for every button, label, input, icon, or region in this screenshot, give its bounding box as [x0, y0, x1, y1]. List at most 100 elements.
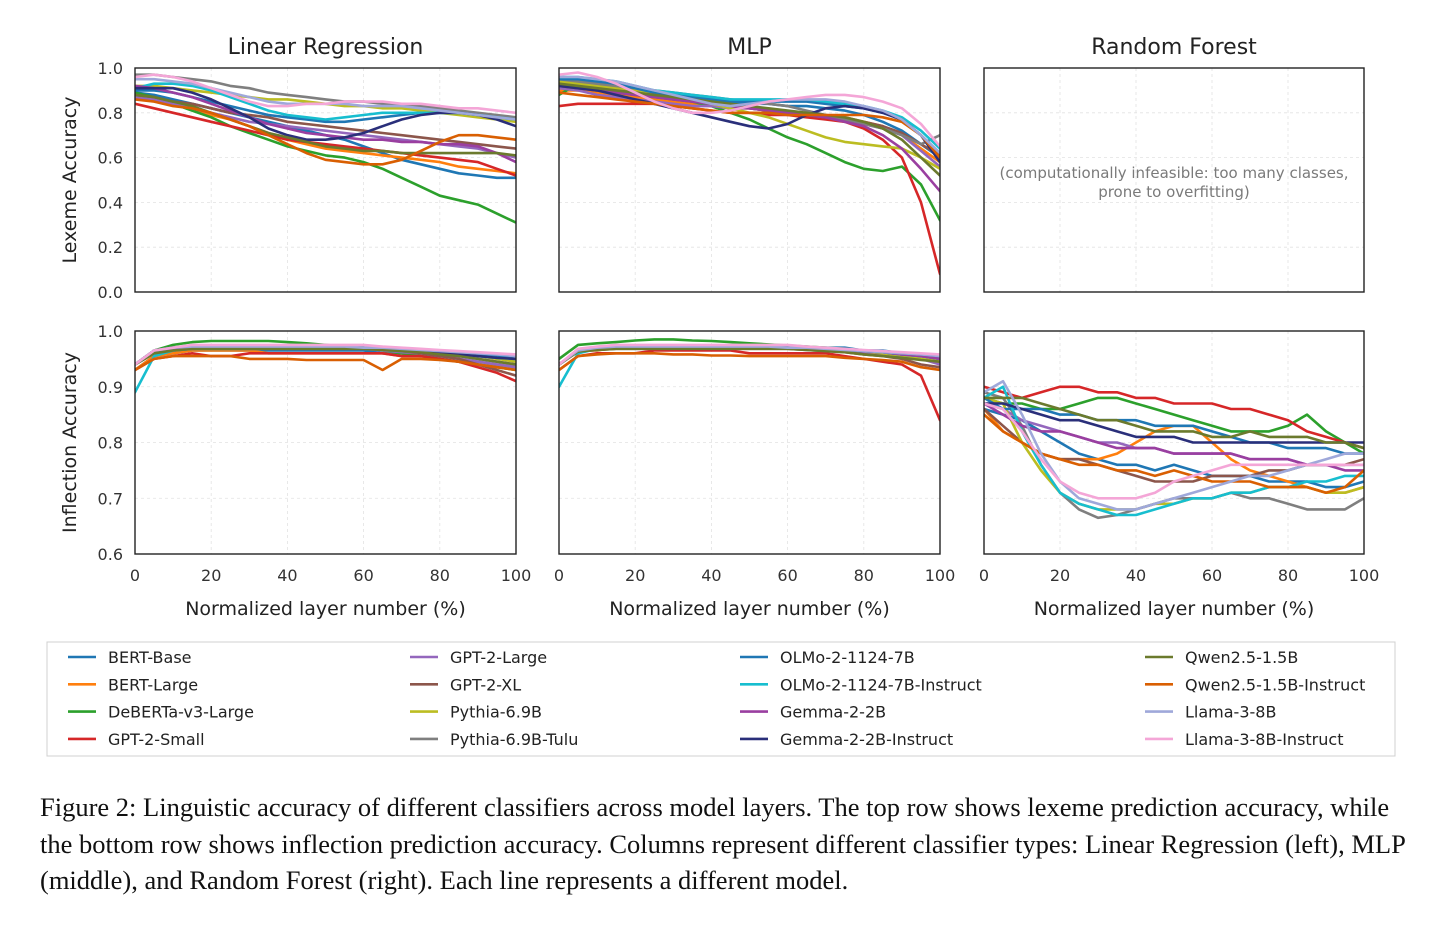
x-tick-label: 20 — [625, 566, 645, 585]
legend-item: GPT-2-Large — [410, 648, 547, 667]
panel-frame — [134, 330, 517, 555]
x-tick-label: 20 — [201, 566, 221, 585]
legend-label: Llama-3-8B — [1185, 703, 1276, 722]
legend-item: Llama-3-8B — [1145, 703, 1276, 722]
series-group — [559, 71, 940, 276]
series-line-qwen2-5-1-5b-instruct — [135, 354, 516, 372]
legend-item: Qwen2.5-1.5B — [1145, 648, 1298, 667]
series-line-gpt-2-small — [135, 102, 516, 177]
legend-label: OLMo-2-1124-7B — [780, 648, 915, 667]
legend-label: Llama-3-8B-Instruct — [1185, 730, 1343, 749]
y-tick-label: 1.0 — [98, 59, 123, 78]
legend-label: GPT-2-XL — [450, 675, 521, 694]
x-axis-label: Normalized layer number (%) — [185, 598, 466, 620]
x-tick-label: 0 — [130, 566, 140, 585]
legend-item: OLMo-2-1124-7B — [740, 648, 915, 667]
legend-item: OLMo-2-1124-7B-Instruct — [740, 675, 982, 694]
x-tick-label: 60 — [1202, 566, 1222, 585]
x-tick-label: 0 — [979, 566, 989, 585]
y-tick-label: 0.7 — [98, 489, 123, 508]
series-line-gpt-2-xl — [135, 93, 516, 150]
x-tick-label: 60 — [353, 566, 373, 585]
series-line-qwen2-5-1-5b-instruct — [559, 351, 940, 372]
series-line-qwen2-5-1-5b-instruct — [559, 91, 940, 159]
panel-frame — [558, 67, 941, 293]
panel-2-1: 0.6 0.7 0.8 0.9 1.0 Inflection Accuracy 0 20 40 6… — [59, 322, 531, 620]
legend-item: BERT-Base — [68, 648, 192, 667]
legend-label: GPT-2-Large — [450, 648, 547, 667]
series-line-qwen2-5-1-5b-instruct — [135, 98, 516, 166]
series-line-deberta-v3-large — [984, 396, 1364, 455]
x-tick-label: 80 — [1278, 566, 1298, 585]
figure: 0.0 0.2 0.4 0.6 0.8 1.0 Lexeme Accuracy Linear … — [46, 35, 1396, 757]
series-line-llama-3-8b-instruct — [984, 402, 1364, 500]
y-axis-label: Lexeme Accuracy — [59, 97, 81, 264]
legend-item: Pythia-6.9B-Tulu — [410, 730, 578, 749]
legend-item: BERT-Large — [68, 675, 198, 694]
y-tick-label: 0.8 — [98, 434, 123, 453]
legend-item: Pythia-6.9B — [410, 703, 542, 722]
legend-label: Gemma-2-2B — [780, 703, 886, 722]
figure-caption: Figure 2: Linguistic accuracy of differe… — [40, 792, 1405, 895]
legend-label: Qwen2.5-1.5B — [1185, 648, 1298, 667]
legend-label: BERT-Large — [108, 675, 198, 694]
series-line-gemma-2-2b-instruct — [984, 402, 1364, 444]
chart-panels: 0.0 0.2 0.4 0.6 0.8 1.0 Lexeme Accuracy Linear … — [59, 35, 1379, 620]
series-line-llama-3-8b-instruct — [135, 343, 516, 366]
series-line-olmo-2-1124-7b-instruct — [984, 385, 1364, 517]
panel-frame — [134, 67, 517, 293]
series-line-llama-3-8b-instruct — [135, 73, 516, 115]
panel-frame — [983, 67, 1365, 293]
series-line-llama-3-8b-instruct — [559, 71, 940, 148]
series-line-llama-3-8b — [559, 75, 940, 155]
legend-frame — [46, 641, 1396, 757]
series-group — [559, 338, 940, 422]
x-tick-label: 40 — [1126, 566, 1146, 585]
panel-2-3: 0 20 40 60 80 100 Normalized layer number (%) — [979, 330, 1379, 620]
series-line-olmo-2-1124-7b — [984, 396, 1364, 455]
legend-item: Qwen2.5-1.5B-Instruct — [1145, 675, 1365, 694]
y-tick-label: 0.6 — [98, 149, 123, 168]
x-tick-label: 60 — [777, 566, 797, 585]
x-tick-label: 40 — [277, 566, 297, 585]
y-axis-label: Inflection Accuracy — [59, 352, 81, 533]
x-axis-label: Normalized layer number (%) — [1034, 598, 1315, 620]
series-line-gemma-2-2b — [984, 402, 1364, 472]
series-line-bert-base — [984, 407, 1364, 489]
y-tick-label: 0.6 — [98, 545, 123, 564]
series-line-qwen2-5-1-5b — [559, 347, 940, 366]
panel-1-1: 0.0 0.2 0.4 0.6 0.8 1.0 Lexeme Accuracy Linear … — [59, 35, 517, 302]
series-line-pythia-6-9b-tulu — [135, 73, 516, 119]
series-line-qwen2-5-1-5b-instruct — [984, 413, 1364, 495]
panel-frame — [983, 330, 1365, 555]
panel-1-2: MLP — [558, 35, 941, 293]
x-tick-label: 0 — [554, 566, 564, 585]
panel-title: MLP — [727, 35, 772, 60]
y-tick-label: 0.2 — [98, 238, 123, 257]
legend-label: DeBERTa-v3-Large — [108, 703, 254, 722]
y-tick-label: 0.9 — [98, 378, 123, 397]
panel-1-3: (computationally infeasible: too many cl… — [983, 35, 1365, 293]
series-group — [135, 73, 516, 224]
legend-item: Llama-3-8B-Instruct — [1145, 730, 1343, 749]
x-tick-label: 20 — [1050, 566, 1070, 585]
y-tick-label: 0.4 — [98, 193, 123, 212]
legend: BERT-Base BERT-Large DeBERTa-v3-Large GPT-2… — [46, 641, 1396, 757]
series-group — [135, 339, 516, 394]
legend-label: Gemma-2-2B-Instruct — [780, 730, 953, 749]
series-line-qwen2-5-1-5b — [135, 93, 516, 157]
series-line-gemma-2-2b — [559, 84, 940, 193]
x-tick-label: 80 — [854, 566, 874, 585]
series-line-qwen2-5-1-5b — [135, 347, 516, 366]
series-line-gemma-2-2b-instruct — [559, 84, 940, 164]
legend-label: Pythia-6.9B — [450, 703, 542, 722]
y-tick-label: 0.8 — [98, 104, 123, 123]
legend-item: Gemma-2-2B — [740, 703, 886, 722]
series-group — [984, 379, 1364, 520]
infeasible-note: prone to overfitting) — [1098, 183, 1250, 201]
legend-item: GPT-2-XL — [410, 675, 521, 694]
x-tick-label: 100 — [501, 566, 532, 585]
series-line-qwen2-5-1-5b — [984, 396, 1364, 450]
legend-item: DeBERTa-v3-Large — [68, 703, 254, 722]
series-line-deberta-v3-large — [135, 91, 516, 224]
